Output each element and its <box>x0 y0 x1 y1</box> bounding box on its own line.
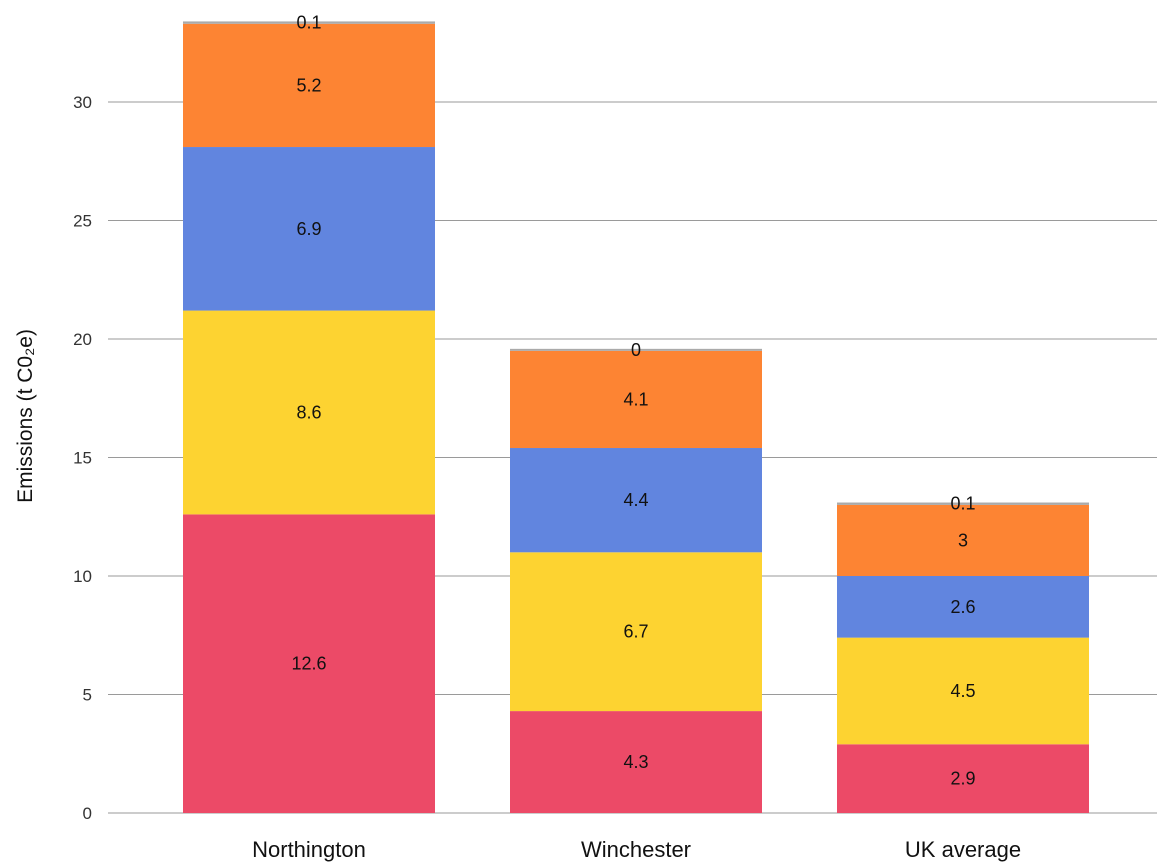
x-axis-categories: Northington Winchester UK average <box>252 837 1021 862</box>
data-label: 12.6 <box>291 654 326 674</box>
y-axis-label: Emissions (t C0₂e) <box>14 329 37 503</box>
y-axis-ticks: 0 5 10 15 20 25 30 <box>73 93 92 823</box>
bar-segment <box>837 744 1089 813</box>
y-tick-label: 0 <box>83 804 92 823</box>
data-label: 2.9 <box>950 769 975 789</box>
y-tick-label: 5 <box>83 686 92 705</box>
data-label: 3 <box>958 530 968 550</box>
data-label: 4.5 <box>950 681 975 701</box>
data-label: 8.6 <box>296 402 321 422</box>
y-tick-label: 15 <box>73 449 92 468</box>
y-tick-label: 20 <box>73 330 92 349</box>
data-labels: 12.6 8.6 6.9 5.2 0.1 4.3 6.7 4.4 4.1 0 2.9 4.5 2.6 3 0… <box>291 13 975 789</box>
y-tick-label: 30 <box>73 93 92 112</box>
bar-segment <box>510 350 762 449</box>
x-category-label: Northington <box>252 837 366 862</box>
bar-segment <box>183 21 435 24</box>
bars <box>183 21 1089 813</box>
y-tick-label: 25 <box>73 212 92 231</box>
bar-segment <box>837 504 1089 576</box>
data-label: 4.1 <box>623 389 648 409</box>
bar-segment <box>510 448 762 553</box>
data-label: 0.1 <box>950 494 975 514</box>
data-label: 4.4 <box>623 490 648 510</box>
bar-segment <box>183 23 435 148</box>
bar-segment <box>510 348 762 351</box>
bar-segment <box>837 502 1089 505</box>
bar-segment <box>510 711 762 813</box>
bar-segment <box>183 514 435 813</box>
data-label: 0.1 <box>296 13 321 33</box>
bar-segment <box>183 147 435 311</box>
bar-segment <box>183 310 435 515</box>
bar-segment <box>837 576 1089 638</box>
data-label: 5.2 <box>296 75 321 95</box>
bar-segment <box>510 552 762 712</box>
x-category-label: UK average <box>905 837 1021 862</box>
data-label: 2.6 <box>950 597 975 617</box>
data-label: 6.7 <box>623 622 648 642</box>
bar-segment <box>837 637 1089 745</box>
data-label: 4.3 <box>623 752 648 772</box>
y-tick-label: 10 <box>73 567 92 586</box>
x-category-label: Winchester <box>581 837 691 862</box>
data-label: 0 <box>631 340 641 360</box>
data-label: 6.9 <box>296 219 321 239</box>
